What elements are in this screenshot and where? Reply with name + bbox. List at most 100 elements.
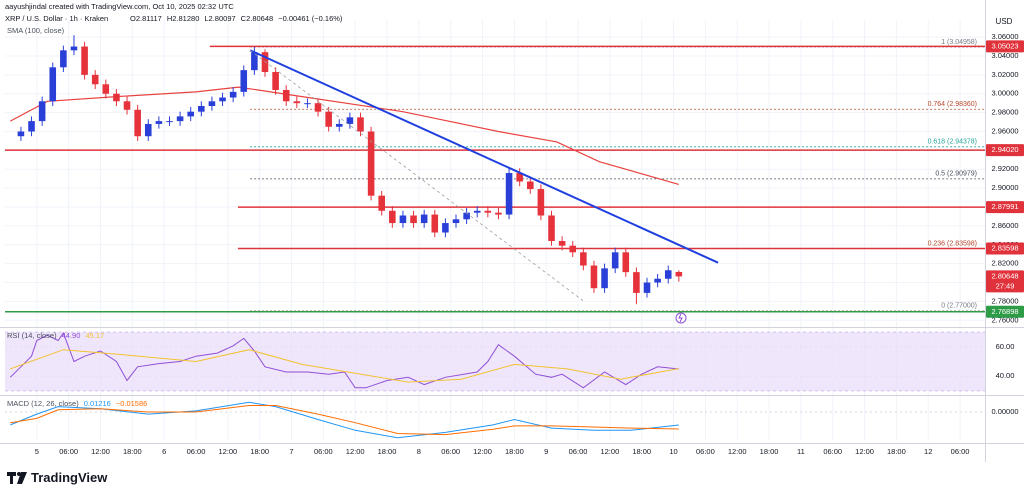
y-tick-label: 2.78000 bbox=[991, 296, 1018, 305]
candle-body bbox=[208, 101, 216, 107]
candle-body bbox=[335, 123, 343, 127]
pane-legend: RSI (14, close) bbox=[7, 331, 57, 340]
candle-body bbox=[537, 189, 545, 216]
candle-body bbox=[272, 72, 279, 90]
x-tick-label: 7 bbox=[289, 447, 293, 456]
trend-line bbox=[249, 49, 719, 264]
y-tick-label: 40.00 bbox=[996, 371, 1015, 380]
rsi-band bbox=[5, 332, 985, 391]
candle-body bbox=[558, 240, 566, 246]
candle-body bbox=[601, 268, 608, 289]
x-tick-label: 06:00 bbox=[441, 447, 460, 456]
candle-body bbox=[155, 121, 163, 124]
candle-body bbox=[134, 109, 141, 137]
candle-body bbox=[664, 270, 672, 279]
ohlc-legend: O2.81117 H2.81280 L2.80097 C2.80648 −0.00461… bbox=[130, 14, 343, 23]
candle-body bbox=[251, 52, 258, 71]
y-tick-label: 2.98000 bbox=[991, 108, 1018, 117]
price-tag bbox=[986, 40, 1024, 53]
x-tick-label: 8 bbox=[417, 447, 421, 456]
y-tick-label: 3.00000 bbox=[991, 89, 1018, 98]
candle-body bbox=[261, 52, 269, 73]
y-tick-label: 3.04000 bbox=[991, 51, 1018, 60]
candle-body bbox=[304, 103, 311, 105]
candle-body bbox=[38, 101, 46, 122]
author-line: aayushjindal created with TradingView.co… bbox=[5, 2, 234, 11]
x-tick-label: 18:00 bbox=[378, 447, 397, 456]
y-tick-label: 2.92000 bbox=[991, 164, 1018, 173]
fib-label: 1 (3.04958) bbox=[941, 39, 977, 46]
candle-body bbox=[123, 101, 131, 110]
fib-label: 0.764 (2.98360) bbox=[928, 101, 977, 108]
ohlc-value: C2.80648 bbox=[241, 14, 274, 23]
candle-body bbox=[548, 215, 555, 241]
y-tick-label: 2.96000 bbox=[991, 126, 1018, 135]
y-tick-label: 2.76000 bbox=[991, 315, 1018, 324]
candle-body bbox=[452, 219, 460, 224]
candle-body bbox=[399, 215, 407, 224]
price-tag-label: 2.83598 bbox=[991, 244, 1018, 253]
x-tick-label: 5 bbox=[35, 447, 39, 456]
candle-body bbox=[611, 252, 619, 269]
x-tick-label: 6 bbox=[162, 447, 166, 456]
candle-body bbox=[144, 123, 152, 137]
candle-body bbox=[293, 101, 301, 104]
candle-body bbox=[198, 106, 205, 112]
y-tick-label: 60.00 bbox=[996, 342, 1015, 351]
price-tag bbox=[986, 242, 1024, 255]
ohlc-value: O2.81117 bbox=[130, 14, 162, 23]
indicator-line bbox=[10, 349, 679, 383]
candle-body bbox=[526, 181, 534, 190]
candle-body bbox=[81, 46, 88, 75]
candle-body bbox=[463, 212, 470, 220]
candle-body bbox=[654, 278, 661, 283]
candle-body bbox=[420, 214, 428, 224]
x-tick-label: 18:00 bbox=[123, 447, 142, 456]
price-tag bbox=[986, 201, 1024, 214]
x-tick-label: 06:00 bbox=[951, 447, 970, 456]
axis-layer: 5 06:00 12:00 18:00 6 06:00 12:00 18:00 7 06:00 12… bbox=[35, 32, 1024, 456]
candle-body bbox=[325, 111, 332, 127]
candle-body bbox=[17, 131, 25, 137]
x-tick-label: 18:00 bbox=[250, 447, 269, 456]
indicator-line bbox=[9, 332, 679, 389]
pane-legend-value: −0.01586 bbox=[116, 399, 148, 408]
price-tag bbox=[986, 305, 1024, 318]
x-tick-label: 06:00 bbox=[696, 447, 715, 456]
currency: USD bbox=[996, 17, 1013, 26]
candle-body bbox=[367, 131, 375, 196]
y-tick-label: 2.86000 bbox=[991, 221, 1018, 230]
candle-body bbox=[314, 103, 322, 112]
price-tag-label: 2.87991 bbox=[991, 202, 1018, 211]
ohlc-value: H2.81280 bbox=[167, 14, 200, 23]
candle-body bbox=[410, 215, 417, 224]
logo-mark bbox=[7, 472, 16, 484]
candle-body bbox=[49, 67, 57, 102]
x-tick-label: 18:00 bbox=[887, 447, 906, 456]
candle-body bbox=[643, 282, 651, 293]
pane-legend-value: 44.90 bbox=[62, 331, 81, 340]
marks-layer: 1 (3.04958) 0.764 (2.98360) 0.618 (2.94378… bbox=[5, 35, 985, 439]
x-tick-label: 12:00 bbox=[855, 447, 874, 456]
symbol: XRP / U.S. Dollar · 1h · Kraken bbox=[5, 14, 108, 23]
brand-logo: TradingView bbox=[7, 470, 108, 485]
x-tick-label: 11 bbox=[797, 447, 805, 456]
candle-body bbox=[91, 74, 99, 85]
price-tag-label: 2.94020 bbox=[991, 145, 1018, 154]
x-tick-label: 12:00 bbox=[346, 447, 365, 456]
ohlc-value: −0.00461 (−0.16%) bbox=[278, 14, 343, 23]
pane-legend: SMA (100, close) bbox=[7, 26, 65, 35]
candle-body bbox=[590, 265, 598, 289]
candle-body bbox=[187, 111, 194, 117]
price-tag-label: 3.05023 bbox=[991, 41, 1018, 50]
x-tick-label: 18:00 bbox=[505, 447, 524, 456]
candle-body bbox=[357, 117, 364, 132]
fib-label: 0 (2.77000) bbox=[941, 303, 977, 310]
candle-body bbox=[229, 91, 237, 98]
x-tick-label: 12 bbox=[924, 447, 932, 456]
sma-line bbox=[10, 86, 679, 185]
candle-body bbox=[569, 245, 577, 253]
candle-body bbox=[473, 210, 481, 213]
fib-label: 0.236 (2.83598) bbox=[928, 240, 977, 247]
candle-body bbox=[219, 97, 226, 102]
